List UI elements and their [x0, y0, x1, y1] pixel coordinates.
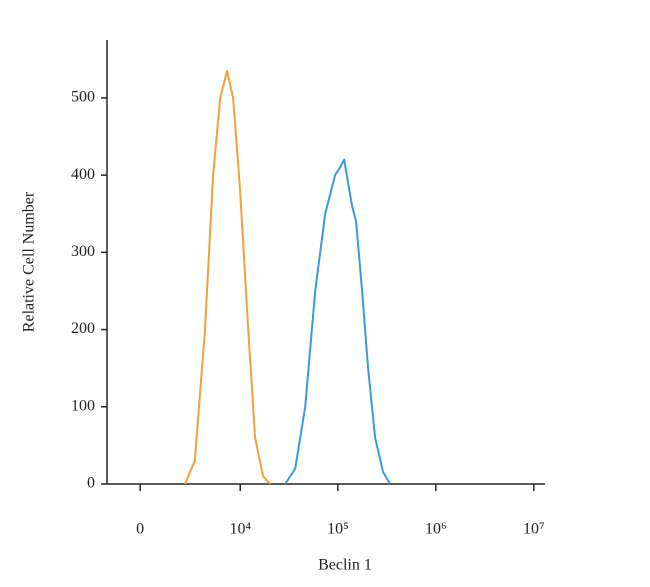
- y-axis-label: Relative Cell Number: [21, 191, 38, 332]
- y-tick-label: 0: [87, 475, 95, 492]
- x-tick-label: 10⁴: [229, 521, 251, 538]
- y-tick-label: 400: [71, 166, 95, 183]
- x-tick-label: 0: [136, 521, 144, 538]
- y-tick-label: 500: [71, 89, 95, 106]
- histogram-line: [184, 69, 271, 485]
- x-tick-label: 10⁶: [425, 521, 447, 538]
- y-tick-label: 300: [71, 243, 95, 260]
- x-axis-label: Beclin 1: [318, 557, 372, 574]
- y-tick-label: 100: [71, 397, 95, 414]
- y-tick-label: 200: [71, 320, 95, 337]
- x-tick-label: 10⁷: [523, 521, 545, 538]
- x-tick-label: 10⁵: [327, 521, 349, 538]
- histogram-line: [284, 158, 391, 485]
